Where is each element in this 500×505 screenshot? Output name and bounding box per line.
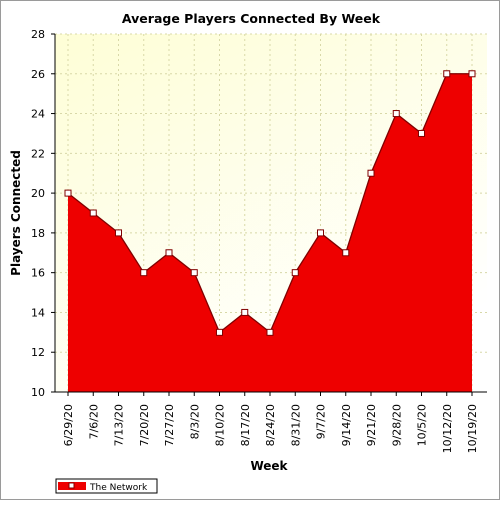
x-tick-label: 10/5/20 — [416, 404, 429, 446]
y-tick-label: 10 — [31, 386, 45, 399]
x-tick-label: 7/13/20 — [113, 404, 126, 446]
y-tick-label: 12 — [31, 346, 45, 359]
y-tick-label: 14 — [31, 306, 45, 319]
data-point — [89, 209, 97, 217]
y-tick-label: 18 — [31, 227, 45, 240]
x-tick-label: 7/20/20 — [138, 404, 151, 446]
x-axis: 6/29/20 7/6/20 7/13/20 7/20/20 7/27/20 8/3/20… — [55, 391, 487, 453]
data-point — [291, 269, 299, 277]
x-tick-label: 10/19/20 — [466, 404, 479, 453]
area-fill — [68, 73, 472, 393]
data-point — [443, 70, 451, 78]
legend: The Network — [55, 478, 158, 494]
data-point — [216, 328, 223, 336]
data-point — [64, 189, 72, 197]
series-layer — [64, 70, 476, 393]
x-tick-label: 9/21/20 — [365, 404, 378, 446]
data-point — [342, 249, 350, 257]
data-point — [115, 229, 122, 237]
y-tick-label: 26 — [31, 68, 45, 81]
x-tick-label: 9/7/20 — [315, 404, 328, 439]
x-tick-label: 7/27/20 — [163, 404, 176, 446]
data-point — [418, 129, 425, 137]
chart-title: Average Players Connected By Week — [122, 11, 381, 26]
x-tick-label: 6/29/20 — [62, 404, 75, 446]
data-point — [266, 328, 274, 336]
x-tick-label: 8/10/20 — [214, 404, 227, 446]
x-axis-label: Week — [250, 459, 288, 473]
y-tick-label: 20 — [31, 187, 45, 200]
x-tick-label: 8/24/20 — [264, 404, 277, 446]
data-point — [190, 269, 198, 277]
y-tick-label: 28 — [31, 28, 45, 41]
x-tick-label: 8/3/20 — [188, 404, 201, 439]
x-tick-label: 8/31/20 — [289, 404, 302, 446]
data-point — [468, 70, 476, 78]
data-point — [392, 110, 400, 118]
x-tick-label: 8/17/20 — [239, 404, 252, 446]
data-point — [165, 249, 173, 257]
y-tick-label: 24 — [31, 108, 45, 121]
x-tick-label: 7/6/20 — [87, 404, 100, 439]
y-axis-label: Players Connected — [9, 150, 23, 276]
x-tick-label: 9/14/20 — [340, 404, 353, 446]
y-tick-label: 16 — [31, 267, 45, 280]
data-point — [367, 169, 375, 177]
legend-marker — [68, 482, 75, 489]
data-point — [241, 308, 249, 316]
y-axis: 10 12 14 16 18 20 22 24 26 28 — [31, 28, 56, 399]
x-tick-label: 9/28/20 — [390, 404, 403, 446]
y-tick-label: 22 — [31, 147, 45, 160]
data-point — [140, 269, 148, 277]
legend-label: The Network — [89, 483, 148, 493]
data-point — [317, 229, 324, 237]
x-tick-label: 10/12/20 — [441, 404, 454, 453]
